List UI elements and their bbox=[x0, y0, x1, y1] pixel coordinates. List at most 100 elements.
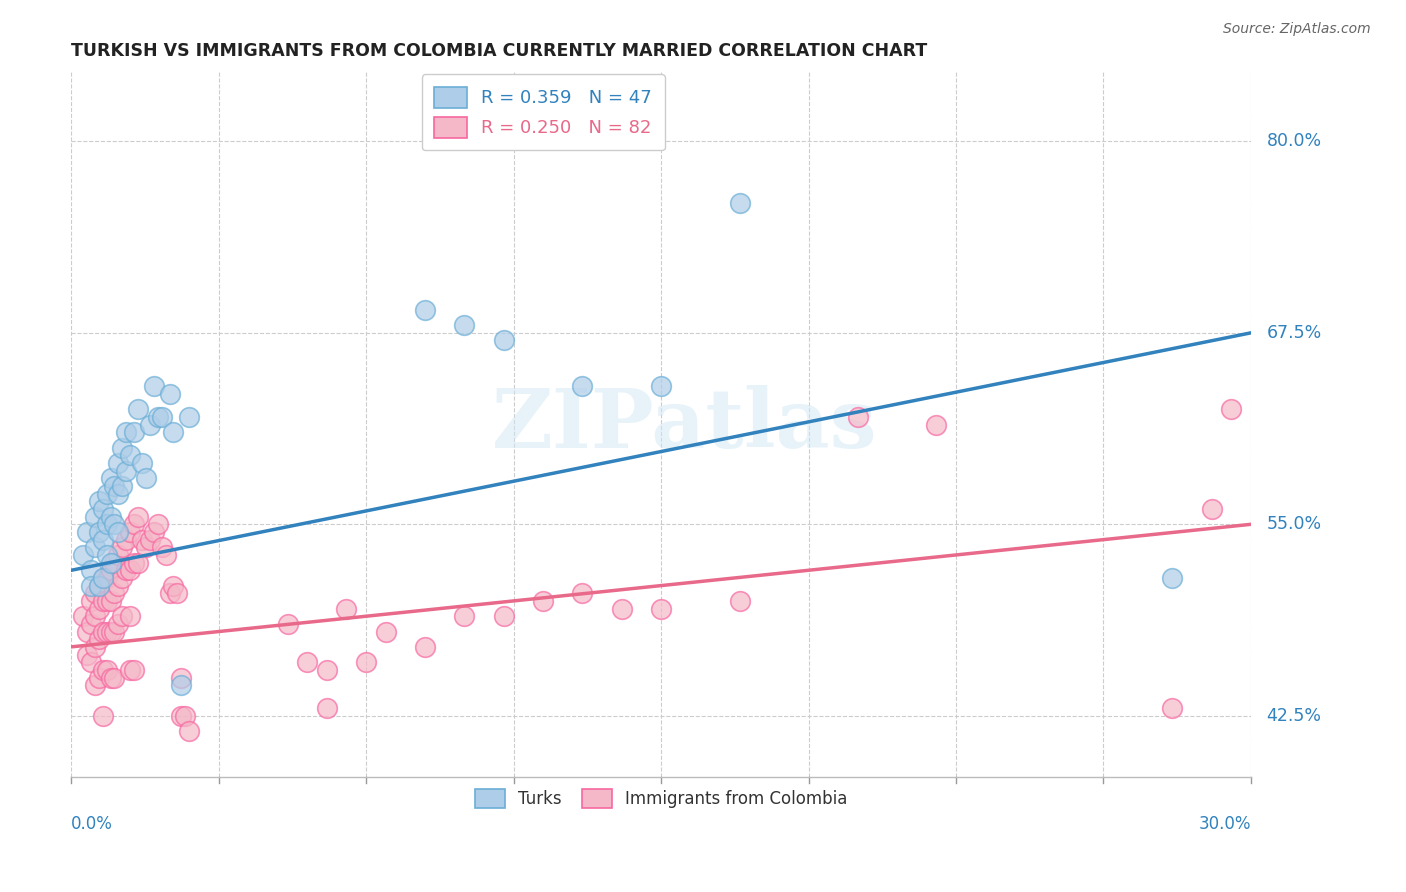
Point bbox=[115, 533, 138, 547]
Point bbox=[531, 594, 554, 608]
Point bbox=[115, 425, 138, 440]
Point bbox=[100, 624, 122, 639]
Text: 42.5%: 42.5% bbox=[1267, 706, 1322, 725]
Point bbox=[650, 601, 672, 615]
Point bbox=[122, 425, 145, 440]
Point bbox=[87, 578, 110, 592]
Point bbox=[728, 594, 751, 608]
Point bbox=[374, 624, 396, 639]
Point bbox=[159, 586, 181, 600]
Point bbox=[80, 563, 103, 577]
Text: 80.0%: 80.0% bbox=[1267, 132, 1322, 151]
Point bbox=[925, 417, 948, 432]
Point bbox=[1220, 402, 1243, 417]
Point bbox=[96, 663, 118, 677]
Point bbox=[162, 425, 184, 440]
Point bbox=[120, 663, 142, 677]
Point bbox=[83, 609, 105, 624]
Point bbox=[610, 601, 633, 615]
Point bbox=[295, 655, 318, 669]
Point bbox=[107, 524, 129, 539]
Point bbox=[103, 479, 125, 493]
Point bbox=[87, 671, 110, 685]
Legend: Turks, Immigrants from Colombia: Turks, Immigrants from Colombia bbox=[468, 782, 853, 814]
Point bbox=[91, 533, 114, 547]
Point bbox=[453, 318, 475, 333]
Point bbox=[413, 302, 436, 317]
Point bbox=[111, 441, 134, 455]
Point bbox=[315, 701, 337, 715]
Point bbox=[142, 379, 165, 393]
Point bbox=[80, 594, 103, 608]
Point bbox=[100, 594, 122, 608]
Point bbox=[492, 609, 515, 624]
Point bbox=[146, 517, 169, 532]
Point bbox=[571, 586, 593, 600]
Point bbox=[179, 410, 201, 425]
Point bbox=[170, 708, 193, 723]
Point bbox=[87, 601, 110, 615]
Point bbox=[111, 541, 134, 555]
Point bbox=[122, 663, 145, 677]
Point bbox=[87, 494, 110, 508]
Point bbox=[91, 502, 114, 516]
Point bbox=[174, 708, 197, 723]
Point bbox=[111, 571, 134, 585]
Point bbox=[103, 624, 125, 639]
Point bbox=[142, 524, 165, 539]
Point bbox=[83, 640, 105, 654]
Point bbox=[83, 678, 105, 692]
Point bbox=[91, 708, 114, 723]
Point bbox=[96, 486, 118, 500]
Text: ZIPatlas: ZIPatlas bbox=[492, 384, 877, 465]
Point bbox=[107, 548, 129, 562]
Point bbox=[170, 678, 193, 692]
Point bbox=[100, 556, 122, 570]
Point bbox=[139, 417, 162, 432]
Point bbox=[100, 563, 122, 577]
Point bbox=[115, 464, 138, 478]
Point bbox=[72, 609, 94, 624]
Text: 0.0%: 0.0% bbox=[72, 815, 112, 833]
Point bbox=[120, 449, 142, 463]
Point bbox=[155, 548, 177, 562]
Point bbox=[80, 616, 103, 631]
Point bbox=[150, 541, 173, 555]
Point bbox=[96, 624, 118, 639]
Point bbox=[76, 524, 98, 539]
Point bbox=[131, 533, 153, 547]
Point bbox=[150, 410, 173, 425]
Point bbox=[107, 578, 129, 592]
Point bbox=[111, 479, 134, 493]
Text: 30.0%: 30.0% bbox=[1198, 815, 1251, 833]
Point bbox=[103, 586, 125, 600]
Point bbox=[96, 517, 118, 532]
Point bbox=[91, 663, 114, 677]
Point bbox=[103, 517, 125, 532]
Point bbox=[83, 509, 105, 524]
Point bbox=[335, 601, 357, 615]
Point bbox=[115, 563, 138, 577]
Point bbox=[1161, 701, 1184, 715]
Point bbox=[1201, 502, 1223, 516]
Point bbox=[91, 571, 114, 585]
Point bbox=[846, 410, 869, 425]
Point bbox=[131, 456, 153, 470]
Point bbox=[492, 334, 515, 348]
Point bbox=[83, 586, 105, 600]
Point bbox=[122, 556, 145, 570]
Point bbox=[159, 387, 181, 401]
Point bbox=[162, 578, 184, 592]
Point bbox=[72, 548, 94, 562]
Point bbox=[107, 456, 129, 470]
Point bbox=[127, 556, 149, 570]
Text: 67.5%: 67.5% bbox=[1267, 324, 1322, 342]
Point bbox=[315, 663, 337, 677]
Point bbox=[91, 594, 114, 608]
Point bbox=[276, 616, 298, 631]
Text: Source: ZipAtlas.com: Source: ZipAtlas.com bbox=[1223, 22, 1371, 37]
Point bbox=[354, 655, 377, 669]
Point bbox=[135, 471, 157, 485]
Point bbox=[103, 671, 125, 685]
Point bbox=[91, 571, 114, 585]
